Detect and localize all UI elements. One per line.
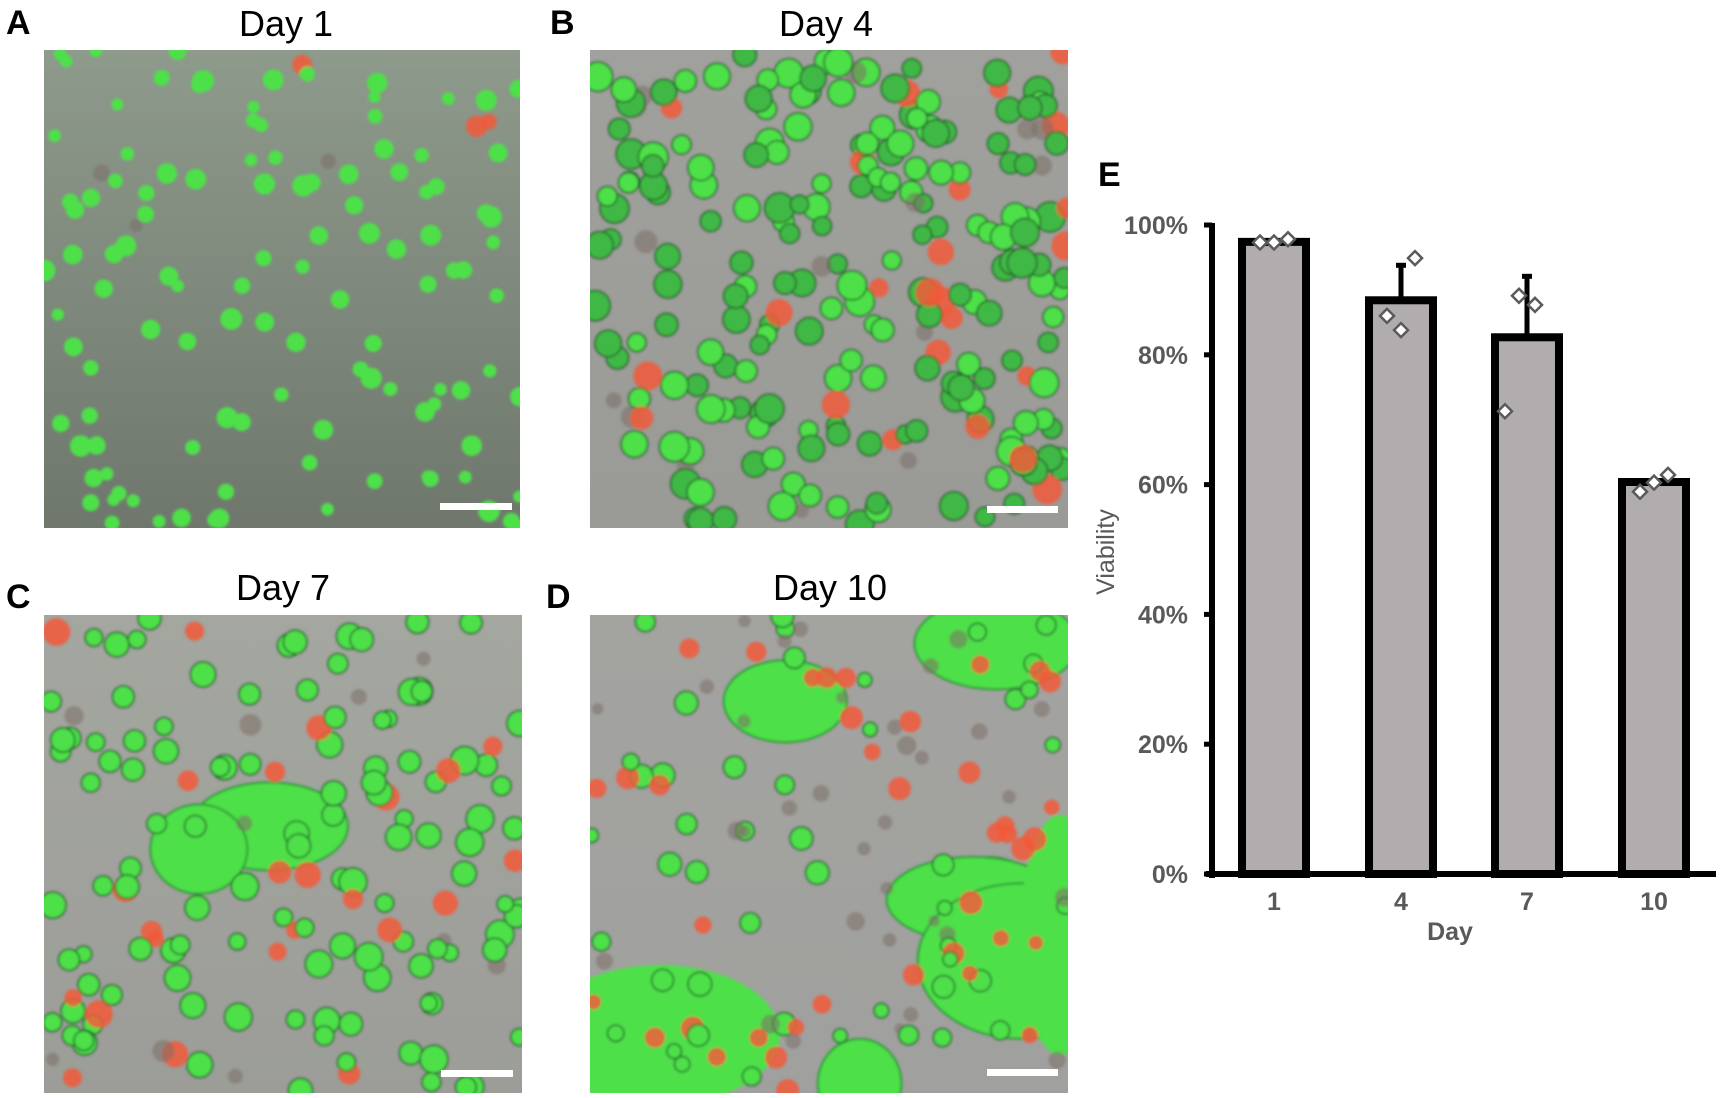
panel-title-a: Day 1	[238, 3, 334, 44]
panel-label-a: A	[6, 4, 31, 42]
bar-day-10	[1618, 478, 1690, 878]
scale-bar	[441, 1070, 513, 1077]
panel-label-e: E	[1098, 156, 1121, 194]
panel-title-b: Day 4	[778, 3, 874, 44]
panel-label-c: C	[6, 578, 31, 616]
bar-day-7	[1491, 333, 1563, 879]
microscopy-image-d	[590, 615, 1068, 1093]
bar-day-1	[1238, 237, 1310, 878]
data-point-diamond	[1631, 482, 1649, 501]
microscopy-image-c	[44, 615, 522, 1093]
x-tick-label: 7	[1520, 888, 1534, 916]
scale-bar	[987, 506, 1058, 513]
panel-title-d: Day 10	[772, 567, 888, 608]
x-axis-title: Day	[1427, 918, 1473, 946]
y-tick-label: 80%	[1138, 342, 1188, 370]
y-tick-label: 60%	[1138, 472, 1188, 500]
panel-title-c: Day 7	[235, 567, 331, 608]
data-point-diamond	[1378, 307, 1396, 325]
data-point-diamond	[1265, 233, 1283, 252]
data-point-diamond	[1406, 249, 1424, 267]
y-tick-label: 100%	[1124, 212, 1188, 240]
y-tick-label: 20%	[1138, 731, 1188, 759]
data-point-diamond	[1659, 466, 1677, 484]
x-tick-label: 1	[1267, 888, 1281, 916]
scale-bar	[987, 1069, 1058, 1076]
panel-label-d: D	[546, 578, 571, 616]
x-tick-label: 10	[1640, 888, 1668, 916]
microscopy-image-b	[590, 50, 1068, 528]
data-point-diamond	[1251, 233, 1269, 252]
x-tick-label: 4	[1394, 888, 1408, 916]
data-point-diamond	[1279, 230, 1297, 249]
data-point-diamond	[1645, 473, 1663, 492]
data-point-diamond	[1510, 286, 1528, 305]
data-point-diamond	[1496, 402, 1514, 421]
scale-bar	[440, 503, 512, 510]
data-point-diamond	[1392, 321, 1410, 339]
y-axis-title: Viability	[1092, 509, 1120, 595]
panel-label-b: B	[550, 4, 575, 42]
data-point-diamond	[1526, 296, 1544, 314]
microscopy-image-a	[44, 50, 520, 528]
y-tick-label: 0%	[1152, 861, 1188, 889]
y-tick-label: 40%	[1138, 601, 1188, 629]
bar-day-4	[1365, 296, 1437, 878]
